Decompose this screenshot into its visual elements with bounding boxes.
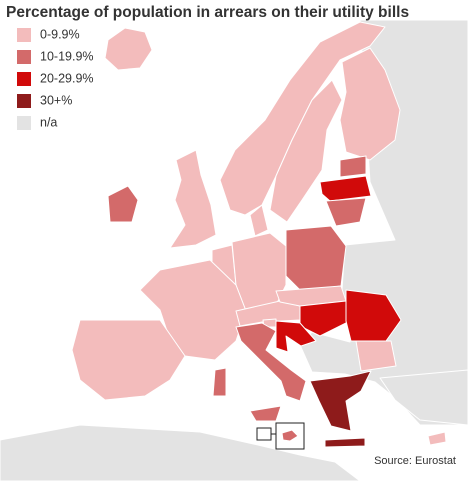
countries (0, 19, 468, 481)
legend-label: 0-9.9% (40, 27, 80, 41)
source: Source: Eurostat (374, 455, 456, 467)
title: Percentage of population in arrears on t… (6, 4, 409, 21)
legend-swatch (17, 116, 31, 130)
malta (281, 429, 299, 442)
legend-label: 30+% (40, 93, 72, 107)
non-eu-east (299, 19, 468, 426)
france (139, 259, 247, 361)
united-kingdom (169, 149, 217, 249)
legend-swatch (17, 28, 31, 42)
legend-label: 20-29.9% (40, 71, 94, 85)
denmark (249, 204, 269, 237)
latvia (319, 175, 372, 202)
turkey (379, 369, 468, 426)
legend-label: n/a (40, 115, 57, 129)
legend: 0-9.9% 10-19.9% 20-29.9% 30+% n/a (17, 27, 94, 130)
legend-swatch (17, 94, 31, 108)
iceland (104, 27, 153, 71)
sweden (269, 79, 343, 223)
sicily (249, 405, 282, 422)
legend-swatch (17, 50, 31, 64)
lithuania (325, 197, 367, 227)
ireland (107, 185, 139, 223)
africa (0, 424, 361, 481)
poland (285, 225, 347, 292)
italy (235, 322, 307, 402)
greece (309, 370, 372, 432)
cyprus (427, 431, 447, 446)
legend-label: 10-19.9% (40, 49, 94, 63)
crete (324, 437, 366, 448)
inset-box (275, 422, 305, 450)
bulgaria (355, 340, 397, 372)
sardinia (212, 367, 227, 397)
iberia (71, 319, 186, 401)
finland (339, 47, 401, 161)
croatia (275, 320, 317, 353)
legend-swatch (17, 72, 31, 86)
estonia (339, 155, 367, 178)
